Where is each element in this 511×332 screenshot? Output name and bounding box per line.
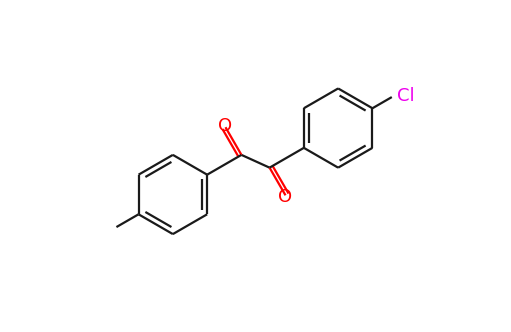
Text: Cl: Cl bbox=[397, 87, 414, 105]
Text: O: O bbox=[218, 117, 233, 135]
Text: O: O bbox=[278, 188, 293, 206]
